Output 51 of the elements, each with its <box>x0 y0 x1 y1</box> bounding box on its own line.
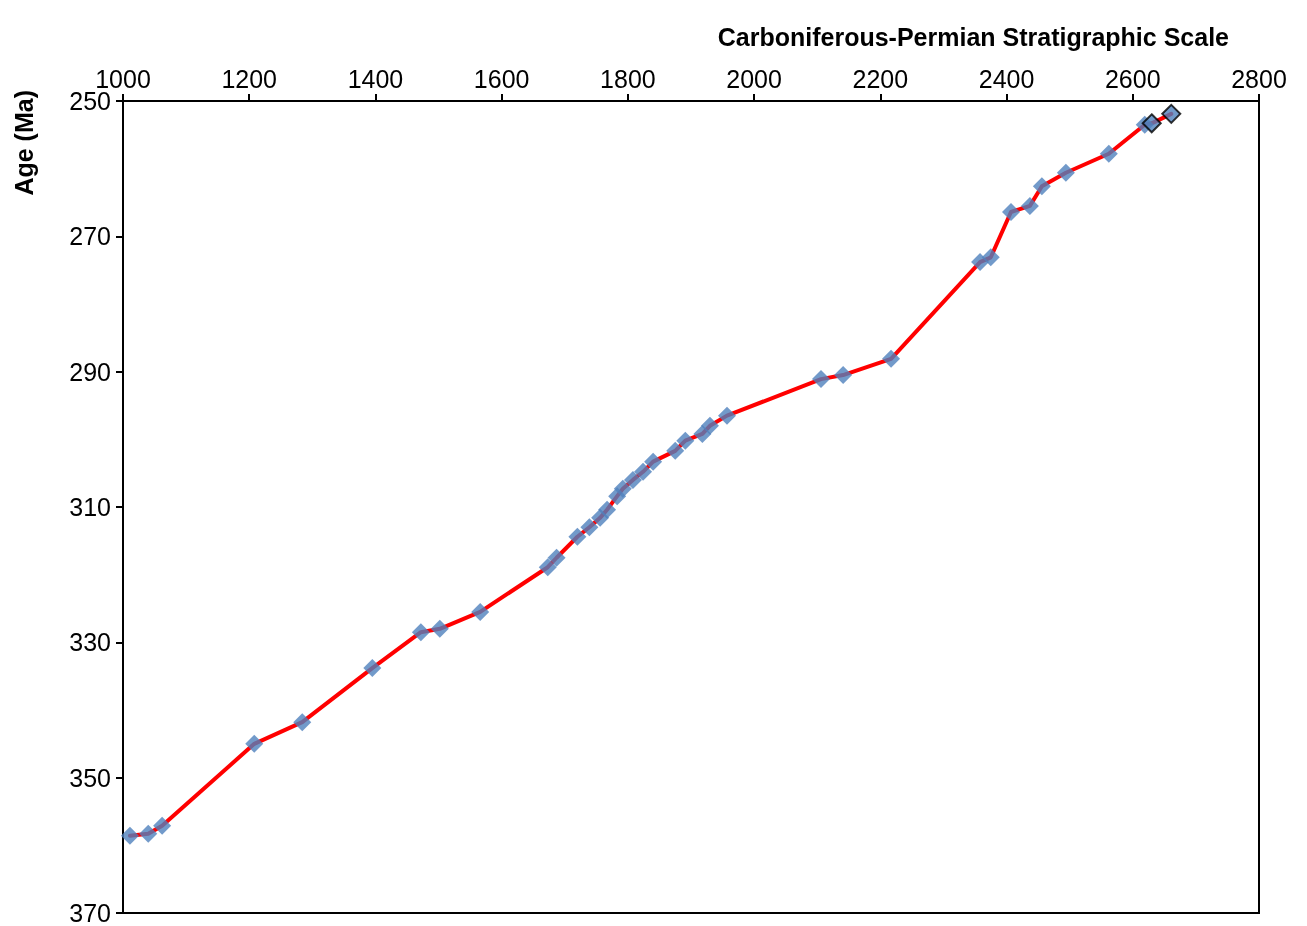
point <box>538 558 557 577</box>
y-tick-label: 310 <box>69 493 111 521</box>
x-tick-label: 1800 <box>600 64 656 93</box>
y-tick-label: 370 <box>69 899 111 926</box>
point <box>1032 177 1051 196</box>
point <box>623 470 642 489</box>
point <box>598 500 617 519</box>
y-tick-label: 290 <box>69 357 111 386</box>
point <box>139 824 158 843</box>
point <box>1161 103 1182 124</box>
point <box>882 349 901 368</box>
point <box>1001 202 1020 221</box>
point <box>1099 144 1118 163</box>
point <box>700 416 719 435</box>
point <box>430 619 449 638</box>
point <box>613 479 632 498</box>
x-tick-label: 2800 <box>1231 64 1287 93</box>
point <box>644 452 663 471</box>
x-tick-label: 1600 <box>473 64 530 93</box>
x-tick-label: 2000 <box>726 64 782 93</box>
x-tick-label: 2600 <box>1104 64 1161 93</box>
x-tick-label: 1200 <box>221 64 278 93</box>
point <box>1141 113 1162 134</box>
point <box>676 431 695 450</box>
point <box>1020 196 1039 215</box>
point <box>580 518 599 537</box>
x-tick-label: 1400 <box>347 64 404 93</box>
point <box>981 248 1000 267</box>
x-tick-label: 2400 <box>978 64 1035 93</box>
y-tick-label: 350 <box>69 763 111 792</box>
point <box>471 602 490 621</box>
point <box>293 713 312 732</box>
point <box>363 659 382 678</box>
point <box>717 406 736 425</box>
point <box>120 826 139 845</box>
point <box>245 734 264 753</box>
point <box>1056 163 1075 182</box>
y-tick-label: 270 <box>69 222 111 251</box>
point <box>693 424 712 443</box>
point <box>411 623 430 642</box>
point <box>568 527 587 546</box>
y-tick-label: 330 <box>69 628 111 657</box>
point <box>153 816 172 835</box>
point <box>634 462 653 481</box>
x-tick-label: 2200 <box>852 64 909 93</box>
point <box>547 548 566 567</box>
y-axis-title: Age (Ma) <box>10 90 38 196</box>
point <box>834 366 853 385</box>
point <box>666 441 685 460</box>
point <box>812 370 831 389</box>
x-axis-title: Carboniferous-Permian Stratigraphic Scale <box>717 22 1230 51</box>
